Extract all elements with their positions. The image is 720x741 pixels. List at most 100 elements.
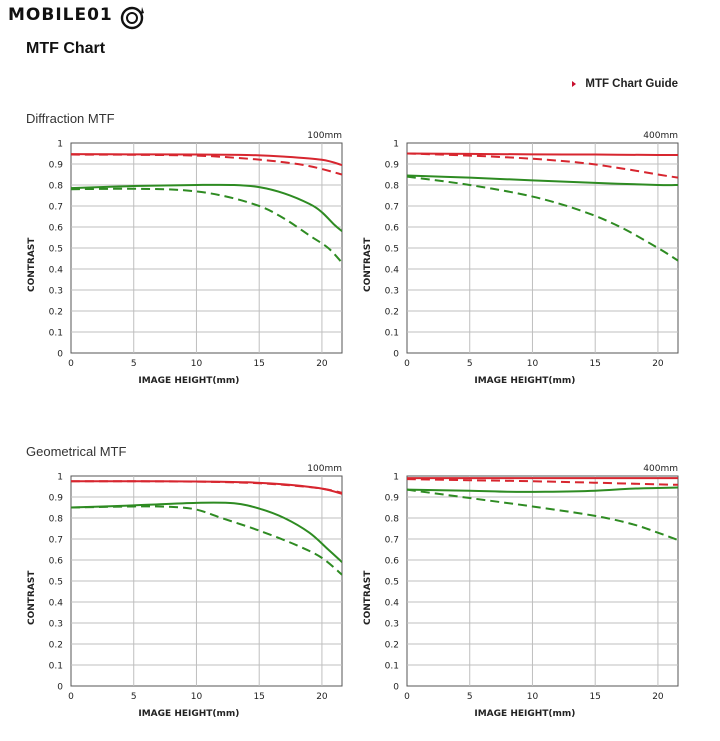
y-tick-label: 0.4	[385, 599, 400, 609]
chart-title-400mm: 400mm	[643, 131, 678, 141]
series-line-red-solid	[71, 480, 342, 495]
x-tick-label: 10	[191, 359, 203, 369]
section-title-diffraction: Diffraction MTF	[26, 111, 115, 126]
y-tick-label: 0.9	[49, 494, 64, 504]
x-tick-label: 5	[467, 692, 473, 702]
y-axis-label: CONTRAST	[363, 570, 373, 625]
y-tick-label: 0	[57, 683, 63, 693]
y-axis-label: CONTRAST	[363, 237, 373, 292]
y-tick-label: 0.7	[49, 203, 63, 213]
page-title: MTF Chart	[26, 40, 106, 57]
y-tick-label: 1	[393, 140, 399, 150]
y-tick-label: 0.3	[385, 620, 399, 630]
chart-diffraction-100mm: 00.10.20.30.40.50.60.70.80.910 5 10 15 20100…	[27, 131, 343, 386]
y-tick-label: 0.2	[49, 308, 63, 318]
y-tick-label: 0.7	[49, 536, 63, 546]
y-tick-label: 0.6	[385, 224, 400, 234]
series-line-red-dashed	[407, 152, 678, 179]
series-line-green-solid	[407, 486, 678, 493]
x-tick-label: 20	[316, 692, 328, 702]
guide-link-label: MTF Chart Guide	[585, 78, 678, 90]
chart-title-100mm: 100mm	[307, 131, 342, 141]
x-axis-label: IMAGE HEIGHT(mm)	[474, 376, 575, 386]
y-tick-label: 0.3	[385, 287, 399, 297]
series-line-red-solid	[407, 152, 678, 157]
x-tick-label: 0	[68, 359, 74, 369]
y-tick-label: 0.5	[49, 578, 63, 588]
y-tick-label: 0.8	[385, 515, 400, 525]
series-line-red-solid	[71, 153, 342, 167]
x-tick-label: 20	[652, 692, 664, 702]
series-line-red-dashed	[71, 153, 342, 176]
series-line-red-dashed	[407, 478, 678, 486]
series-line-green-solid	[71, 183, 342, 232]
x-axis-label: IMAGE HEIGHT(mm)	[138, 709, 239, 719]
y-tick-label: 0.4	[49, 599, 64, 609]
x-tick-label: 15	[589, 692, 600, 702]
y-tick-label: 0.9	[385, 161, 400, 171]
x-tick-label: 10	[191, 692, 203, 702]
y-tick-label: 0.2	[385, 641, 399, 651]
series-line-green-dashed	[71, 187, 342, 264]
series-line-green-dashed	[71, 505, 342, 576]
y-tick-label: 0	[57, 350, 63, 360]
site-logo[interactable]: MOBILE01	[8, 4, 148, 30]
mtf-chart-guide-link[interactable]: MTF Chart Guide	[572, 78, 678, 90]
y-tick-label: 0.8	[49, 515, 64, 525]
chart-geometrical-400mm: 00.10.20.30.40.50.60.70.80.910 5 10 15 20400…	[363, 464, 679, 719]
y-tick-label: 0.8	[49, 182, 64, 192]
chart-title-100mm: 100mm	[307, 464, 342, 474]
y-tick-label: 0.5	[385, 578, 399, 588]
x-axis-label: IMAGE HEIGHT(mm)	[474, 709, 575, 719]
y-tick-label: 0.9	[49, 161, 64, 171]
x-tick-label: 5	[467, 359, 473, 369]
series-line-green-dashed	[407, 488, 678, 541]
y-tick-label: 0.2	[49, 641, 63, 651]
y-tick-label: 0.5	[385, 245, 399, 255]
y-tick-label: 0.1	[49, 662, 63, 672]
logo-text: MOBILE01	[8, 5, 113, 25]
y-tick-label: 0.9	[385, 494, 400, 504]
y-tick-label: 0.1	[385, 329, 399, 339]
series-line-green-dashed	[407, 175, 678, 262]
series-line-green-solid	[407, 174, 678, 187]
y-tick-label: 0	[393, 683, 399, 693]
y-tick-label: 0.4	[49, 266, 64, 276]
y-tick-label: 1	[393, 473, 399, 483]
x-tick-label: 10	[527, 359, 539, 369]
x-tick-label: 0	[404, 692, 410, 702]
y-tick-label: 1	[57, 473, 63, 483]
chart-diffraction-400mm: 00.10.20.30.40.50.60.70.80.910 5 10 15 20400…	[363, 131, 679, 386]
series-line-red-dashed	[71, 480, 342, 494]
x-tick-label: 0	[68, 692, 74, 702]
y-tick-label: 0.3	[49, 620, 63, 630]
series-line-green-solid	[71, 501, 342, 563]
y-axis-label: CONTRAST	[27, 570, 37, 625]
x-tick-label: 5	[131, 359, 137, 369]
chart-geometrical-100mm: 00.10.20.30.40.50.60.70.80.910 5 10 15 20100…	[27, 464, 343, 719]
y-tick-label: 0.4	[385, 266, 400, 276]
x-axis-label: IMAGE HEIGHT(mm)	[138, 376, 239, 386]
section-title-geometrical: Geometrical MTF	[26, 444, 127, 459]
y-tick-label: 0.6	[385, 557, 400, 567]
y-axis-label: CONTRAST	[27, 237, 37, 292]
y-tick-label: 0.7	[385, 203, 399, 213]
mobile01-logo-icon	[120, 6, 144, 30]
y-tick-label: 0.3	[49, 287, 63, 297]
y-tick-label: 0.8	[385, 182, 400, 192]
x-tick-label: 15	[253, 359, 264, 369]
x-tick-label: 0	[404, 359, 410, 369]
y-tick-label: 0.2	[385, 308, 399, 318]
y-tick-label: 0.6	[49, 557, 64, 567]
x-tick-label: 20	[652, 359, 664, 369]
triangle-right-icon	[572, 81, 577, 87]
y-tick-label: 1	[57, 140, 63, 150]
x-tick-label: 10	[527, 692, 539, 702]
x-tick-label: 15	[589, 359, 600, 369]
y-tick-label: 0	[393, 350, 399, 360]
chart-title-400mm: 400mm	[643, 464, 678, 474]
y-tick-label: 0.7	[385, 536, 399, 546]
y-tick-label: 0.1	[49, 329, 63, 339]
y-tick-label: 0.5	[49, 245, 63, 255]
y-tick-label: 0.1	[385, 662, 399, 672]
